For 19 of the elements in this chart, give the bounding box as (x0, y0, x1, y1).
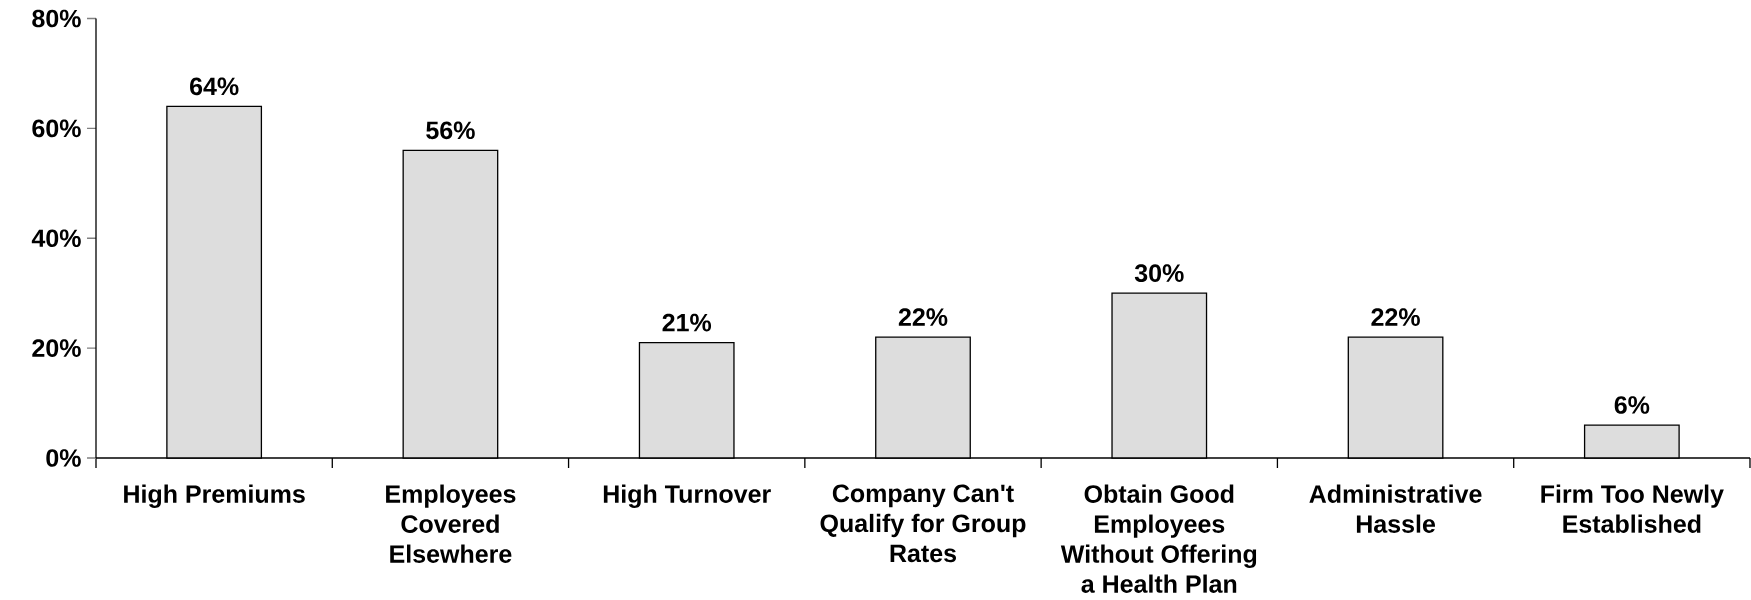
y-tick-label: 80% (32, 9, 81, 28)
data-label: 56% (426, 121, 475, 140)
x-tick-label: Company Can't Qualify for Group Rates (820, 484, 1026, 563)
x-tick-label: High Premiums (124, 484, 305, 508)
data-label: 6% (1614, 396, 1650, 414)
x-tick-label: Administrative Hassle (1309, 484, 1482, 533)
x-tick-label: Employees Covered Elsewhere (386, 484, 516, 563)
y-tick-label: 0% (46, 449, 81, 467)
data-label: 64% (190, 77, 239, 96)
x-tick-label: Firm Too Newly Established (1541, 484, 1724, 533)
data-label: 22% (898, 308, 948, 326)
y-tick-label: 60% (32, 119, 81, 138)
x-tick-label: Obtain Good Employees Without Offering a Health Plan (1060, 484, 1257, 593)
data-label: 22% (1371, 308, 1420, 326)
x-tick-label: High Turnover (603, 484, 771, 508)
y-tick-label: 40% (31, 229, 81, 248)
data-label: 21% (662, 313, 712, 332)
data-label: 30% (1134, 264, 1184, 282)
y-tick-label: 20% (32, 339, 81, 357)
